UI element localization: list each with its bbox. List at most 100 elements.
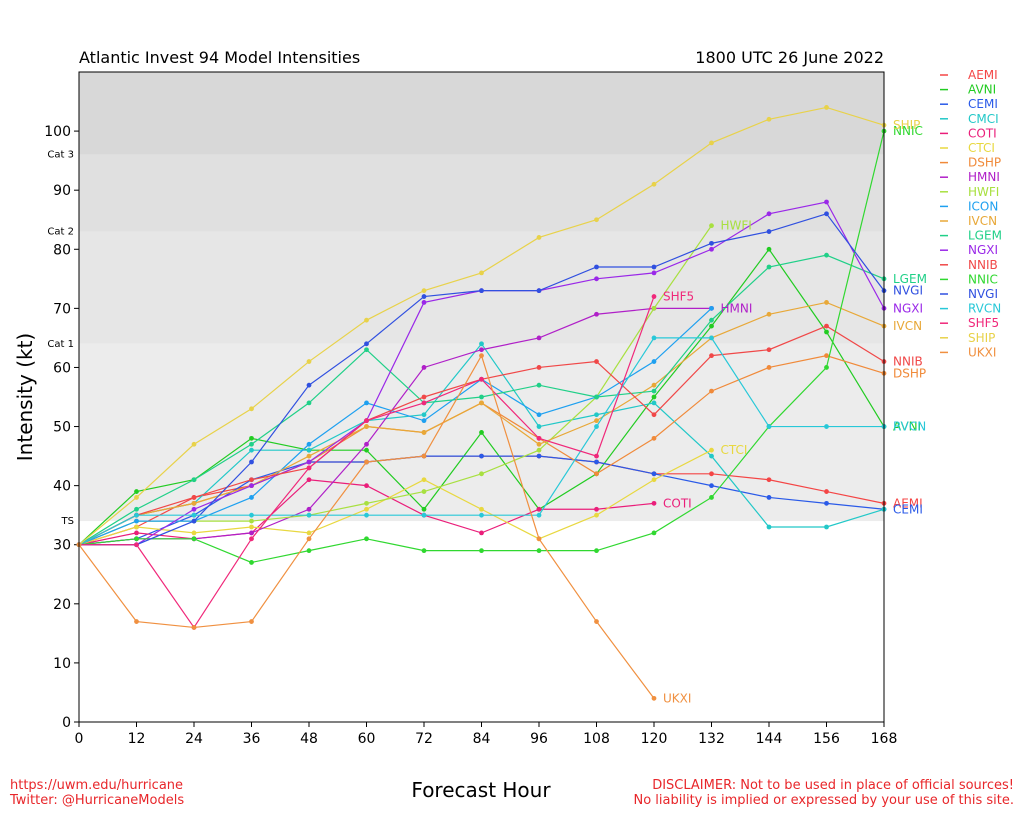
data-point: [594, 619, 599, 624]
end-label-rvcn: RVCN: [893, 420, 926, 434]
data-point: [479, 270, 484, 276]
data-point: [134, 489, 139, 494]
data-point: [536, 435, 542, 441]
data-point: [536, 288, 542, 294]
legend-item-shf5: SHF5: [940, 316, 999, 330]
end-label-lgem: LGEM: [893, 272, 927, 286]
data-point: [306, 512, 312, 518]
data-point: [191, 500, 197, 506]
data-point: [191, 495, 197, 500]
y-tick-label: 60: [53, 360, 71, 376]
data-point: [249, 441, 254, 447]
end-label-nvgi: NVGI: [893, 284, 923, 298]
end-label-ukxi: UKXI: [663, 691, 691, 705]
data-point: [824, 211, 829, 217]
data-point: [709, 223, 714, 229]
legend-item-hwfi: HWFI: [940, 185, 999, 199]
data-point: [709, 323, 714, 329]
end-label-ctci: CTCI: [721, 443, 748, 457]
data-point: [766, 424, 772, 429]
data-point: [651, 530, 657, 536]
data-point: [824, 323, 829, 329]
category-label-cat-2: Cat 2: [47, 227, 74, 238]
data-point: [479, 471, 484, 477]
data-point: [421, 453, 427, 459]
data-point: [306, 441, 312, 447]
data-point: [824, 500, 829, 506]
data-point: [479, 453, 484, 459]
legend-item-nnic: NNIC: [940, 272, 998, 286]
legend-label: DSHP: [968, 156, 1001, 170]
data-point: [134, 542, 139, 548]
end-labels: AEMI AVNI CEMI COTI CTCI DSHP HMNI HWFI IVCN LGEM…: [663, 118, 927, 705]
data-point: [594, 548, 599, 554]
data-point: [651, 477, 657, 483]
data-point: [306, 400, 312, 406]
data-point: [594, 512, 599, 518]
data-point: [824, 524, 829, 530]
data-point: [249, 518, 254, 524]
chart-title: Atlantic Invest 94 Model Intensities: [79, 48, 360, 67]
data-point: [651, 294, 657, 299]
end-label-avni: AVNI: [893, 420, 921, 434]
data-point: [191, 512, 197, 518]
plot-frame: [78, 71, 885, 723]
data-point: [249, 483, 254, 489]
data-point: [191, 477, 197, 483]
data-point: [594, 506, 599, 512]
x-tick-label: 12: [128, 731, 146, 747]
series-line-ctci: [78, 449, 712, 546]
data-point: [651, 394, 657, 400]
data-point: [594, 276, 599, 282]
data-point: [306, 465, 312, 471]
legend-item-ctci: CTCI: [940, 141, 995, 155]
legend: AEMIAVNICEMICMCICOTICTCIDSHPHMNIHWFIICON…: [940, 68, 1002, 359]
end-label-dshp: DSHP: [893, 366, 926, 380]
data-point: [709, 447, 714, 453]
end-label-ngxi: NGXI: [893, 301, 923, 315]
x-tick-label: 36: [243, 731, 261, 747]
data-point: [364, 447, 369, 453]
data-point: [709, 495, 714, 500]
data-point: [536, 506, 542, 512]
footer-twitter: Twitter: @HurricaneModels: [10, 793, 185, 808]
data-point: [651, 270, 657, 276]
x-tick-label: 72: [415, 731, 433, 747]
legend-label: AEMI: [968, 68, 998, 82]
data-point: [766, 495, 772, 500]
legend-item-icon: ICON: [940, 199, 998, 213]
data-point: [134, 536, 139, 542]
legend-label: CEMI: [968, 97, 998, 111]
end-label-nnib: NNIB: [893, 355, 923, 369]
data-point: [191, 441, 197, 447]
end-label-ship: SHIP: [893, 118, 920, 132]
band-cat-1: [79, 231, 884, 344]
axes: 0 10 20 30 40 50 60 70 80 90 100 0 12 24 36 48 60 72 84 96 1…: [44, 124, 897, 747]
data-point: [306, 506, 312, 512]
series-layer: [76, 105, 887, 701]
data-point: [709, 317, 714, 323]
x-tick-label: 24: [185, 731, 203, 747]
data-point: [249, 495, 254, 500]
series-ctci: [76, 447, 714, 548]
legend-item-rvcn: RVCN: [940, 302, 1001, 316]
legend-label: ICON: [968, 199, 998, 213]
legend-item-aemi: AEMI: [940, 68, 998, 82]
data-point: [536, 512, 542, 518]
data-point: [594, 394, 599, 400]
y-tick-label: 90: [53, 183, 71, 199]
end-label-aemi: AEMI: [893, 496, 923, 510]
legend-item-hmni: HMNI: [940, 170, 1000, 184]
data-point: [249, 447, 254, 453]
data-point: [364, 506, 369, 512]
data-point: [766, 211, 772, 217]
end-label-hwfi: HWFI: [721, 219, 752, 233]
data-point: [306, 548, 312, 554]
data-point: [709, 246, 714, 252]
data-point: [249, 512, 254, 518]
data-point: [766, 229, 772, 234]
data-point: [479, 288, 484, 294]
data-point: [766, 365, 772, 370]
data-point: [364, 418, 369, 424]
data-point: [709, 471, 714, 477]
